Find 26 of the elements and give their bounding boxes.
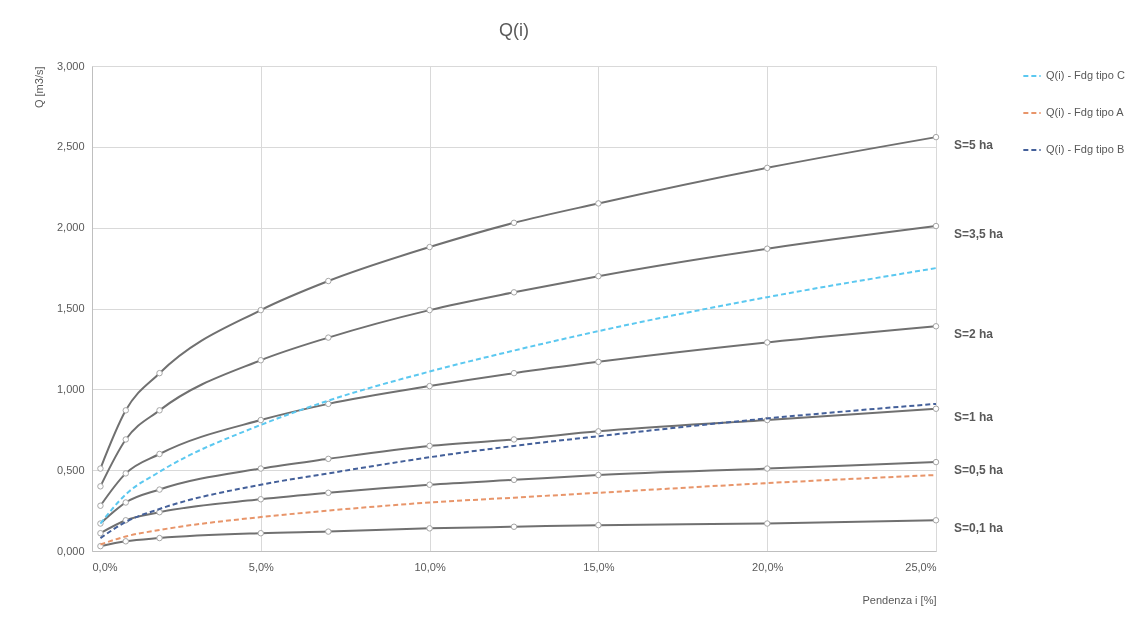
series-label: S=5 ha: [954, 138, 994, 153]
x-tick-label: 0,0%: [92, 560, 118, 573]
y-tick-label: 0,000: [56, 544, 85, 557]
y-tick-label: 1,500: [56, 302, 85, 314]
x-tick-label: 15,0%: [583, 560, 615, 573]
series-label: S=0,1 ha: [954, 521, 1004, 536]
legend-label: Q(i) - Fdg tipo C: [1046, 69, 1125, 81]
series-label: S=1 ha: [954, 409, 994, 424]
x-tick-label: 5,0%: [248, 560, 275, 573]
legend-label: Q(i) - Fdg tipo B: [1046, 143, 1125, 155]
y-tick-label: 3,000: [56, 59, 85, 72]
y-tick-label: 0,500: [56, 463, 85, 476]
x-tick-label: 20,0%: [752, 560, 784, 573]
y-tick-label: 1,000: [56, 382, 85, 395]
x-tick-label: 10,0%: [414, 560, 446, 573]
y-tick-label: 2,500: [56, 140, 85, 153]
x-axis-title: Pendenza i [%]: [862, 593, 937, 606]
line-series: [99, 267, 937, 525]
series-label: S=0,5 ha: [954, 463, 1004, 478]
y-tick-label: 2,000: [56, 221, 85, 234]
legend-label: Q(i) - Fdg tipo A: [1046, 106, 1125, 118]
y-axis-title: Q [m3/s]: [32, 66, 45, 109]
chart-title: Q(i): [499, 20, 529, 40]
x-tick-label: 25,0%: [905, 560, 937, 573]
series-label: S=2 ha: [954, 327, 994, 342]
series-label: S=3,5 ha: [954, 227, 1004, 242]
